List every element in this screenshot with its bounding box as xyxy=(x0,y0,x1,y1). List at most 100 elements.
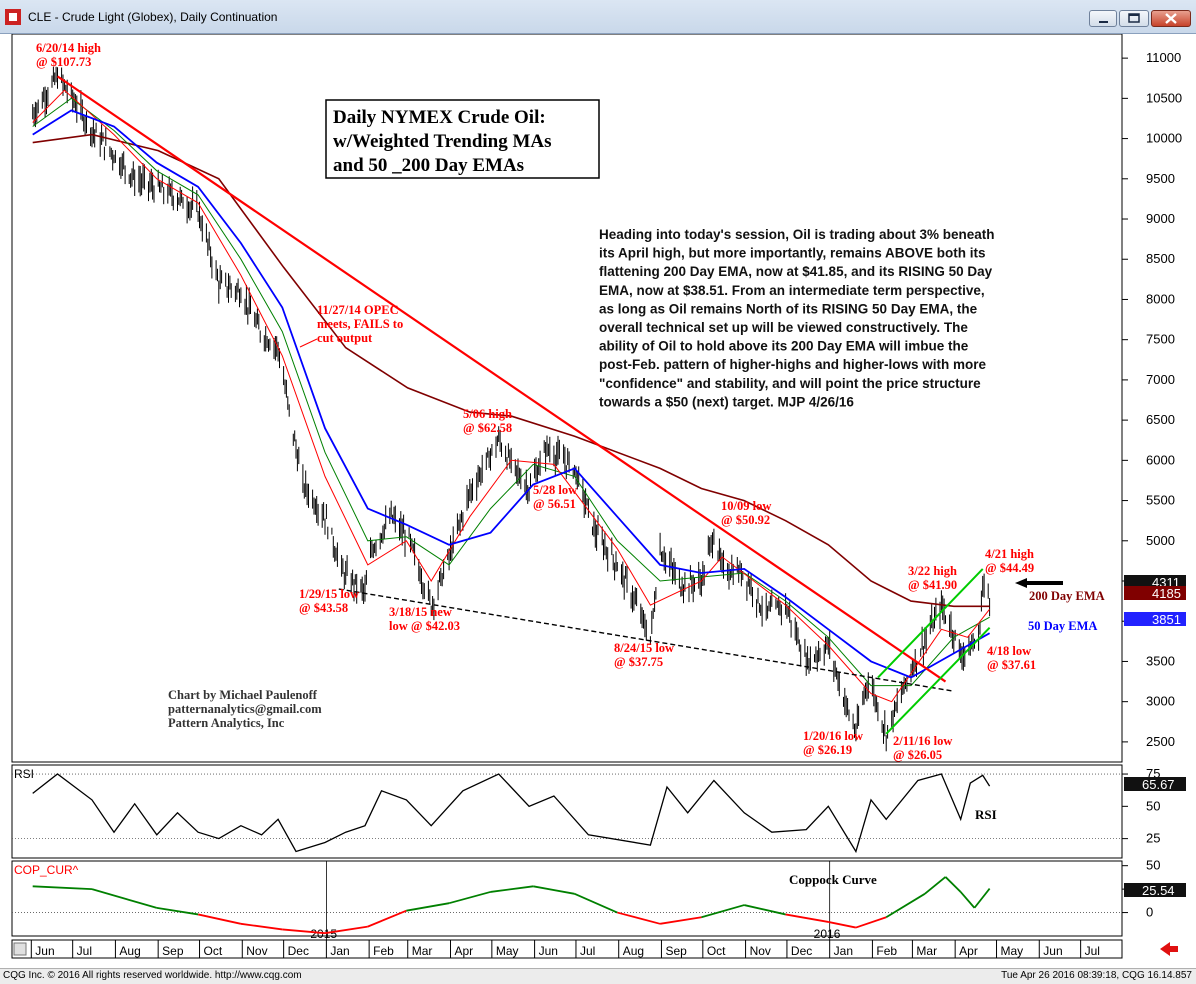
price-tick-label: 10500 xyxy=(1146,90,1182,105)
coppock-segment xyxy=(885,893,926,919)
resistance-trendline xyxy=(56,75,947,683)
ema50-line xyxy=(32,109,991,679)
coppock-tick-label: 0 xyxy=(1146,905,1153,920)
commentary-line: its April high, but more importantly, re… xyxy=(599,246,986,261)
coppock-segment xyxy=(490,885,534,893)
month-label: Dec xyxy=(791,944,812,958)
coppock-segment xyxy=(367,909,407,928)
price-annotation: @ $50.92 xyxy=(721,513,770,527)
price-tick-label: 3500 xyxy=(1146,653,1175,668)
ema50-label: 50 Day EMA xyxy=(1028,619,1097,633)
coppock-panel-frame xyxy=(11,860,1123,937)
price-tick-label: 6000 xyxy=(1146,452,1175,467)
month-label: Jul xyxy=(580,944,595,958)
price-annotation: 8/24/15 low xyxy=(614,641,674,655)
price-annotation: @ $44.49 xyxy=(985,561,1034,575)
price-tick-label: 8000 xyxy=(1146,291,1175,306)
scroll-left-button[interactable] xyxy=(13,942,27,956)
month-label: Oct xyxy=(204,944,223,958)
price-annotation: 3/22 high xyxy=(908,564,957,578)
month-label: Aug xyxy=(119,944,140,958)
title-box-line: Daily NYMEX Crude Oil: xyxy=(333,107,546,128)
price-tick-label: 11000 xyxy=(1146,50,1181,65)
coppock-segment xyxy=(91,888,158,909)
commentary-line: EMA, now at $38.51. From an intermediate… xyxy=(599,283,985,298)
minimize-button[interactable] xyxy=(1089,10,1117,27)
credit-line: Chart by Michael Paulenoff xyxy=(168,688,318,702)
ema200-label: 200 Day EMA xyxy=(1029,589,1105,603)
price-annotation: 3/18/15 new xyxy=(389,605,452,619)
coppock-segment xyxy=(324,925,368,935)
coppock-segment xyxy=(197,913,242,925)
price-annotation: 1/20/16 low xyxy=(803,729,863,743)
close-button[interactable] xyxy=(1151,10,1191,27)
commentary-line: as long as Oil remains North of its RISI… xyxy=(599,301,978,316)
month-label: Apr xyxy=(454,944,473,958)
coppock-tick-label: 50 xyxy=(1146,858,1160,873)
price-tick-label: 8500 xyxy=(1146,251,1175,266)
coppock-segment xyxy=(156,906,199,916)
price-annotation: @ $26.19 xyxy=(803,743,852,757)
coppock-value-box xyxy=(1124,883,1186,897)
coppock-segment xyxy=(406,902,450,912)
rsi-tick-label: 25 xyxy=(1146,831,1160,846)
month-label: Mar xyxy=(916,944,937,958)
price-marker-box xyxy=(1124,575,1186,589)
maximize-button[interactable] xyxy=(1119,10,1149,27)
rsi-note: RSI xyxy=(975,807,997,822)
price-annotation: meets, FAILS to xyxy=(317,317,403,331)
coppock-note: Coppock Curve xyxy=(789,872,877,887)
month-label: Nov xyxy=(246,944,267,958)
month-label: Jan xyxy=(330,944,349,958)
price-annotation: @ $37.61 xyxy=(987,658,1036,672)
month-label: Dec xyxy=(288,944,309,958)
price-annotation: @ $107.73 xyxy=(36,55,91,69)
commentary-line: towards a $50 (next) target. MJP 4/26/16 xyxy=(599,394,854,409)
price-tick-label: 5500 xyxy=(1146,493,1175,508)
price-tick-label: 2500 xyxy=(1146,734,1175,749)
price-annotation: 1/29/15 low xyxy=(299,587,359,601)
coppock-segment xyxy=(448,891,491,905)
chart-canvas: 11000 10500 10000 9500 9000 8500 8000 7500 7000 6… xyxy=(11,34,1186,959)
price-annotation: @ $41.90 xyxy=(908,578,957,592)
status-copyright: CQG Inc. © 2016 All rights reserved worl… xyxy=(3,970,302,981)
month-label: Nov xyxy=(750,944,771,958)
year-label: 2015 xyxy=(310,927,337,941)
price-marker-box xyxy=(1124,612,1186,626)
coppock-segment xyxy=(240,922,283,931)
ema200-line xyxy=(32,133,990,608)
price-annotation: @ 56.51 xyxy=(533,497,576,511)
year-label: 2016 xyxy=(814,927,841,941)
coppock-segment xyxy=(828,921,857,929)
commentary-line: flattening 200 Day EMA, now at $41.85, a… xyxy=(599,264,993,279)
month-label: Mar xyxy=(412,944,433,958)
time-axis-frame xyxy=(11,939,1123,959)
month-label: May xyxy=(1001,944,1024,958)
price-annotation: @ $26.05 xyxy=(893,748,942,762)
price-tick-label: 7000 xyxy=(1146,372,1175,387)
price-annotation: 6/20/14 high xyxy=(36,41,101,55)
price-annotation: @ $37.75 xyxy=(614,655,663,669)
rsi-value-label: 65.67 xyxy=(1142,777,1175,792)
price-marker-box xyxy=(1124,586,1186,600)
cqg-app-icon xyxy=(5,9,21,25)
coppock-segment xyxy=(701,904,745,919)
month-label: Jan xyxy=(834,944,853,958)
commentary-line: overall technical set up will be viewed … xyxy=(599,320,968,335)
month-label: Sep xyxy=(162,944,184,958)
month-label: May xyxy=(496,944,519,958)
status-bar: CQG Inc. © 2016 All rights reserved worl… xyxy=(0,968,1196,984)
price-tick-label: 10000 xyxy=(1146,131,1182,146)
price-tick-label: 7500 xyxy=(1146,332,1175,347)
rsi-panel-label: RSI xyxy=(14,767,34,781)
credit-line: Pattern Analytics, Inc xyxy=(168,716,285,730)
maximize-icon xyxy=(1128,13,1140,23)
price-tick-label: 9000 xyxy=(1146,211,1175,226)
month-label: Oct xyxy=(707,944,726,958)
coppock-segment xyxy=(617,911,661,925)
rising-channel-line xyxy=(877,568,984,679)
current-price-arrow-icon xyxy=(1015,578,1063,588)
price-annotation: low @ $42.03 xyxy=(389,619,460,633)
wma-slow-line xyxy=(32,97,990,687)
coppock-segment xyxy=(959,891,976,909)
